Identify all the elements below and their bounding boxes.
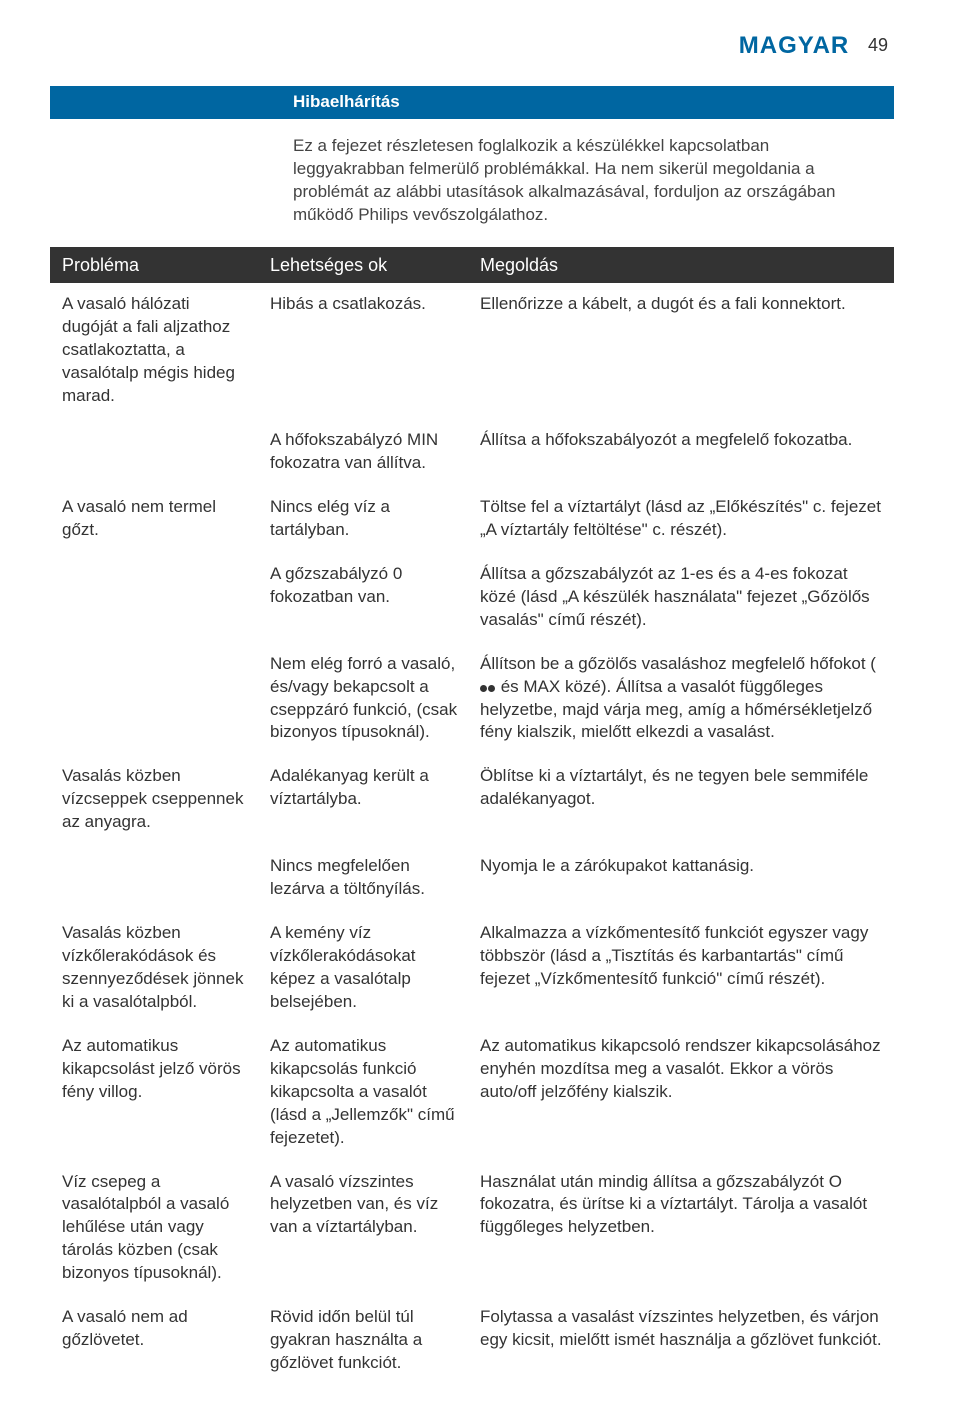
table-row: Nincs megfelelően lezárva a töltőnyílás.… [50,845,894,912]
table-row: Vasalás közben vízcseppek cseppennek az … [50,755,894,845]
cell-problem: Vasalás közben vízcseppek cseppennek az … [50,765,260,834]
cell-solution: Alkalmazza a vízkőmentesítő funkciót egy… [470,922,894,1014]
table-header-row: Probléma Lehetséges ok Megoldás [50,247,894,283]
cell-cause: Az automatikus kikapcsolás funkció kikap… [260,1035,470,1150]
table-row: A vasaló hálózati dugóját a fali aljzath… [50,283,894,419]
cell-problem: A vasaló nem ad gőzlövetet. [50,1306,260,1375]
cell-solution: Ellenőrizze a kábelt, a dugót és a fali … [470,293,894,408]
section-title-bar: Hibaelhárítás [50,86,894,119]
col-header-cause: Lehetséges ok [260,253,470,277]
table-row: A hőfokszabályzó MIN fokozatra van állít… [50,419,894,486]
cell-solution: Nyomja le a zárókupakot kattanásig. [470,855,894,901]
cell-cause: Hibás a csatlakozás. [260,293,470,408]
cell-solution: Folytassa a vasalást vízszintes helyzetb… [470,1306,894,1375]
cell-problem [50,855,260,901]
table-row: Nem elég forró a vasaló, és/vagy bekapcs… [50,643,894,756]
cell-cause: A hőfokszabályzó MIN fokozatra van állít… [260,429,470,475]
cell-problem: A vasaló nem termel gőzt. [50,496,260,542]
col-header-problem: Probléma [50,253,260,277]
cell-solution: Az automatikus kikapcsoló rendszer kikap… [470,1035,894,1150]
table-row: A vasaló nem ad gőzlövetet.Rövid időn be… [50,1296,894,1386]
cell-problem [50,563,260,632]
cell-solution: Állítson be a gőzölős vasaláshoz megfele… [470,653,894,745]
page-number: 49 [868,35,888,55]
cell-problem [50,429,260,475]
cell-cause: A gőzszabályzó 0 fokozatban van. [260,563,470,632]
temperature-dots-icon [480,676,496,699]
cell-solution: Állítsa a hőfokszabályozót a megfelelő f… [470,429,894,475]
table-row: Víz csepeg a vasalótalpból a vasaló lehű… [50,1161,894,1297]
table-row: A vasaló nem termel gőzt.Nincs elég víz … [50,486,894,553]
cell-cause: Nincs elég víz a tartályban. [260,496,470,542]
cell-cause: Nem elég forró a vasaló, és/vagy bekapcs… [260,653,470,745]
cell-problem: A vasaló hálózati dugóját a fali aljzath… [50,293,260,408]
cell-solution: Állítsa a gőzszabályzót az 1-es és a 4-e… [470,563,894,632]
cell-solution: Öblítse ki a víztartályt, és ne tegyen b… [470,765,894,834]
table-row: A gőzszabályzó 0 fokozatban van.Állítsa … [50,553,894,643]
troubleshoot-table: Probléma Lehetséges ok Megoldás A vasaló… [50,247,894,1386]
cell-cause: A kemény víz vízkőlerakódásokat képez a … [260,922,470,1014]
cell-problem: Víz csepeg a vasalótalpból a vasaló lehű… [50,1171,260,1286]
cell-problem: Vasalás közben vízkőlerakódások és szenn… [50,922,260,1014]
table-body: A vasaló hálózati dugóját a fali aljzath… [50,283,894,1386]
section-title: Hibaelhárítás [293,92,400,111]
col-header-solution: Megoldás [470,253,894,277]
cell-solution: Töltse fel a víztartályt (lásd az „Előké… [470,496,894,542]
intro-paragraph: Ez a fejezet részletesen foglalkozik a k… [50,135,894,227]
cell-solution: Használat után mindig állítsa a gőzszabá… [470,1171,894,1286]
cell-cause: A vasaló vízszintes helyzetben van, és v… [260,1171,470,1286]
language-label: MAGYAR [739,32,849,59]
cell-problem [50,653,260,745]
cell-cause: Rövid időn belül túl gyakran használta a… [260,1306,470,1375]
cell-problem: Az automatikus kikapcsolást jelző vörös … [50,1035,260,1150]
cell-cause: Adalékanyag került a víztartályba. [260,765,470,834]
cell-cause: Nincs megfelelően lezárva a töltőnyílás. [260,855,470,901]
manual-page: MAGYAR 49 Hibaelhárítás Ez a fejezet rés… [0,0,954,1426]
table-row: Vasalás közben vízkőlerakódások és szenn… [50,912,894,1025]
table-row: Az automatikus kikapcsolást jelző vörös … [50,1025,894,1161]
page-header: MAGYAR 49 [50,30,894,62]
